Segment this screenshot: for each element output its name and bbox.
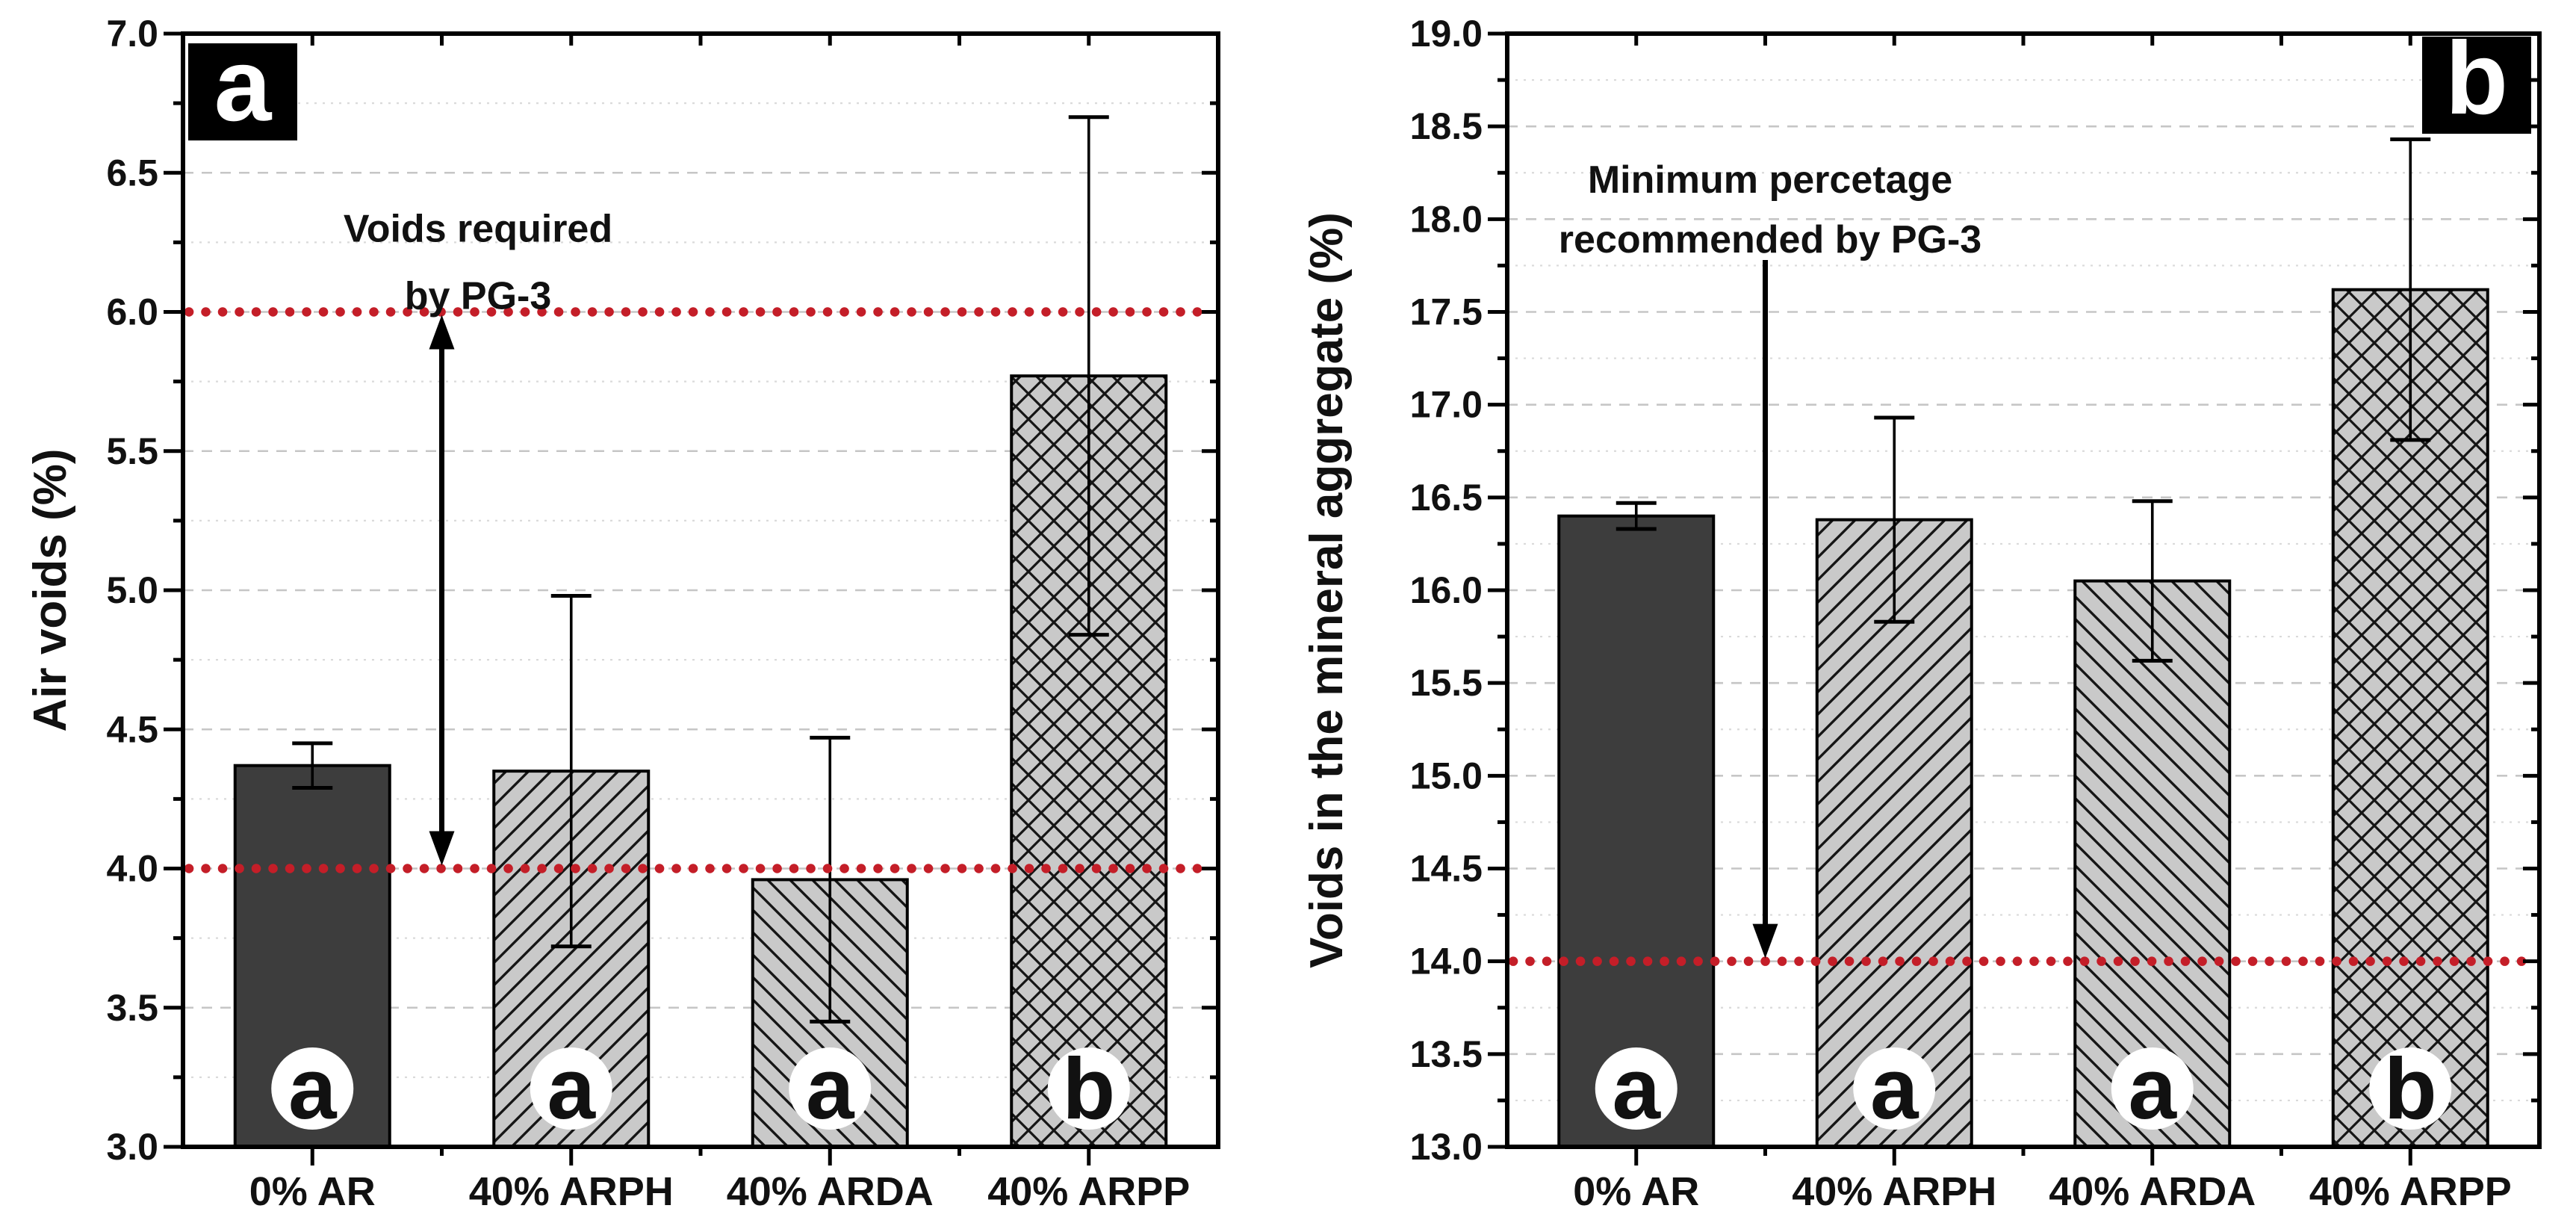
y-tick-label: 3.5 bbox=[106, 987, 158, 1029]
x-tick-label-40-arph: 40% ARPH bbox=[1792, 1169, 1996, 1214]
y-tick-label: 4.0 bbox=[106, 848, 158, 890]
y-tick-label: 4.5 bbox=[106, 708, 158, 750]
svg-text:a: a bbox=[288, 1040, 338, 1137]
svg-text:a: a bbox=[1870, 1040, 1919, 1137]
bar-40-arph bbox=[1815, 518, 1973, 1148]
error-bar-40-arda bbox=[2132, 499, 2173, 663]
significance-letter-40-arph: a bbox=[1853, 1040, 1936, 1137]
y-tick-label: 16.0 bbox=[1410, 569, 1483, 611]
x-tick-label-0-ar: 0% AR bbox=[249, 1169, 376, 1214]
x-tick-label-0-ar: 0% AR bbox=[1573, 1169, 1699, 1214]
y-tick-label: 14.0 bbox=[1410, 941, 1483, 982]
error-bar-40-arph bbox=[550, 593, 592, 949]
svg-text:b: b bbox=[1062, 1040, 1115, 1137]
y-tick-label: 6.5 bbox=[106, 152, 158, 194]
y-tick-label: 13.0 bbox=[1410, 1126, 1483, 1168]
error-bar-40-arph bbox=[1874, 415, 1915, 624]
ticks bbox=[1488, 31, 2539, 1166]
annotation-line-2: by PG-3 bbox=[405, 275, 552, 318]
bar-0-ar bbox=[1557, 514, 1716, 1148]
y-tick-label: 17.5 bbox=[1410, 291, 1483, 333]
annotation-line-2: recommended by PG-3 bbox=[1559, 218, 1981, 261]
x-tick-label-40-arpp: 40% ARPP bbox=[2309, 1169, 2512, 1214]
y-tick-label: 6.0 bbox=[106, 291, 158, 333]
x-tick-label-40-arpp: 40% ARPP bbox=[987, 1169, 1190, 1214]
panel-a: Voids required by PG-3 a a a b 3.0 3.5 4.0 4.5 5.0… bbox=[25, 13, 1220, 1214]
error-bar-0-ar bbox=[292, 741, 333, 790]
y-tick-label: 15.5 bbox=[1410, 662, 1483, 704]
y-tick-label: 16.5 bbox=[1410, 477, 1483, 519]
y-tick-label: 17.0 bbox=[1410, 384, 1483, 426]
significance-letter-40-arpp: b bbox=[2369, 1040, 2452, 1137]
y-tick-label: 14.5 bbox=[1410, 848, 1483, 890]
y-tick-label: 13.5 bbox=[1410, 1033, 1483, 1075]
y-tick-label: 5.5 bbox=[106, 430, 158, 472]
significance-letter-40-arda: a bbox=[789, 1040, 872, 1137]
significance-letter-40-arph: a bbox=[530, 1040, 612, 1137]
y-tick-label: 5.0 bbox=[106, 569, 158, 611]
error-bar-40-arpp bbox=[1068, 115, 1109, 637]
svg-text:b: b bbox=[2384, 1040, 2437, 1137]
y-tick-label: 19.0 bbox=[1410, 13, 1483, 55]
svg-text:a: a bbox=[547, 1040, 596, 1137]
svg-text:a: a bbox=[214, 28, 273, 143]
y-tick-label: 18.0 bbox=[1410, 198, 1483, 240]
annotation-line-1: Voids required bbox=[344, 208, 612, 251]
x-tick-label-40-arda: 40% ARDA bbox=[727, 1169, 934, 1214]
svg-text:b: b bbox=[2445, 21, 2508, 136]
y-tick-label: 18.5 bbox=[1410, 105, 1483, 147]
y-tick-label: 3.0 bbox=[106, 1126, 158, 1168]
panel-label-a: a bbox=[188, 28, 297, 143]
significance-letter-0-ar: a bbox=[271, 1040, 354, 1137]
x-tick-label-40-arph: 40% ARPH bbox=[469, 1169, 674, 1214]
annotation-arrow bbox=[1752, 259, 1778, 959]
panel-b: Minimum percetage recommended by PG-3 a a a b… bbox=[1301, 13, 2542, 1214]
annotation-arrow bbox=[429, 315, 455, 866]
x-tick-label-40-arda: 40% ARDA bbox=[2049, 1169, 2256, 1214]
y-tick-label: 15.0 bbox=[1410, 755, 1483, 796]
significance-letter-0-ar: a bbox=[1595, 1040, 1677, 1137]
panel-label-b: b bbox=[2422, 21, 2531, 136]
significance-letter-40-arpp: b bbox=[1047, 1040, 1130, 1137]
significance-letter-40-arda: a bbox=[2111, 1040, 2194, 1137]
y-axis-title: Air voids (%) bbox=[25, 449, 76, 732]
svg-text:a: a bbox=[2128, 1040, 2177, 1137]
error-bar-0-ar bbox=[1616, 501, 1657, 531]
error-bar-40-arpp bbox=[2390, 137, 2431, 442]
annotation-line-1: Minimum percetage bbox=[1588, 158, 1952, 202]
y-tick-label: 7.0 bbox=[106, 13, 158, 55]
svg-text:a: a bbox=[806, 1040, 855, 1137]
svg-text:a: a bbox=[1612, 1040, 1661, 1137]
y-axis-title: Voids in the mineral aggregate (%) bbox=[1301, 212, 1353, 968]
error-bar-40-arda bbox=[810, 735, 851, 1024]
ticks bbox=[164, 31, 1218, 1166]
